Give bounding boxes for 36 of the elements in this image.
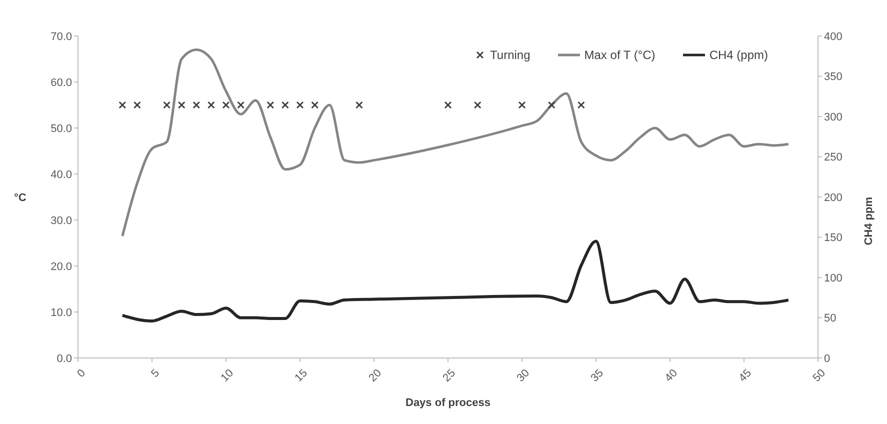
x-axis-title: Days of process	[406, 397, 490, 409]
legend-label: CH4 (ppm)	[709, 48, 768, 62]
y2-axis-title: CH4 ppm	[862, 196, 875, 246]
line-series	[121, 48, 790, 238]
y-tick-label: 40.0	[50, 168, 72, 181]
x-tick-label: 5	[149, 367, 162, 380]
y2-tick-label: 300	[824, 111, 842, 124]
y-tick-label: 70.0	[50, 30, 72, 43]
y2-tick-label: 0	[824, 352, 830, 365]
x-tick-label: 20	[366, 367, 384, 384]
x-tick-label: 15	[292, 367, 310, 384]
y-tick-label: 50.0	[50, 122, 72, 135]
legend-label: Max of T (°C)	[584, 48, 656, 62]
y2-tick-label: 250	[824, 152, 842, 164]
y2-tick-label: 50	[824, 312, 836, 325]
x-tick-label: 40	[662, 367, 680, 384]
y-tick-label: 10.0	[50, 306, 72, 319]
y-tick-label: 0.0	[56, 352, 72, 365]
x-tick-label: 50	[810, 367, 828, 384]
x-tick-label: 0	[75, 367, 88, 380]
y-tick-label: 60.0	[50, 76, 72, 89]
x-tick-label: 30	[514, 367, 532, 384]
y-tick-label: 30.0	[50, 214, 72, 227]
y2-tick-label: 400	[824, 30, 842, 43]
line-series	[120, 240, 790, 322]
x-tick-label: 45	[736, 367, 754, 384]
y2-tick-label: 100	[824, 272, 842, 284]
y2-tick-label: 150	[824, 232, 842, 244]
y-tick-label: 20.0	[50, 260, 72, 273]
y2-tick-label: 350	[824, 71, 842, 84]
x-tick-label: 35	[588, 367, 606, 384]
y-axis-title: °C	[14, 192, 26, 204]
x-tick-label: 10	[218, 367, 236, 384]
legend-label: Turning	[490, 48, 530, 62]
x-tick-label: 25	[440, 367, 458, 384]
y2-tick-label: 200	[824, 192, 842, 204]
